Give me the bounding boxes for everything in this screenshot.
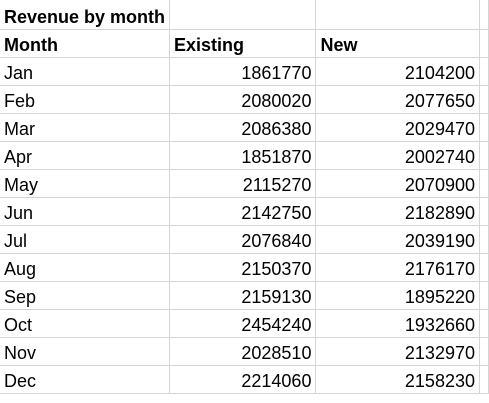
month-cell[interactable]: Mar	[0, 113, 171, 142]
existing-cell[interactable]: 2028510	[169, 337, 317, 366]
new-cell[interactable]: 2077650	[315, 85, 480, 114]
empty-cell[interactable]	[479, 113, 489, 142]
data-table: Revenue by month Month Existing New Jan …	[0, 0, 489, 394]
table-row: Feb 2080020 2077650	[0, 85, 489, 114]
header-existing[interactable]: Existing	[169, 29, 317, 58]
month-cell[interactable]: Jul	[0, 225, 171, 254]
month-cell[interactable]: May	[0, 169, 171, 198]
empty-cell[interactable]	[479, 85, 489, 114]
empty-cell[interactable]	[479, 309, 489, 338]
month-cell[interactable]: Sep	[0, 281, 171, 310]
existing-cell[interactable]: 2142750	[169, 197, 317, 226]
existing-cell[interactable]: 2086380	[169, 113, 317, 142]
new-cell[interactable]: 2132970	[315, 337, 480, 366]
empty-cell[interactable]	[479, 29, 489, 58]
table-row: May 2115270 2070900	[0, 169, 489, 198]
existing-cell[interactable]: 2454240	[169, 309, 317, 338]
empty-cell[interactable]	[479, 337, 489, 366]
month-cell[interactable]: Apr	[0, 141, 171, 170]
table-row: Mar 2086380 2029470	[0, 113, 489, 142]
new-cell[interactable]: 2070900	[315, 169, 480, 198]
title-cell[interactable]: Revenue by month	[0, 0, 171, 30]
empty-cell[interactable]	[479, 253, 489, 282]
table-row: Sep 2159130 1895220	[0, 281, 489, 310]
header-month[interactable]: Month	[0, 29, 171, 58]
existing-cell[interactable]: 2076840	[169, 225, 317, 254]
new-cell[interactable]: 2182890	[315, 197, 480, 226]
table-row: Aug 2150370 2176170	[0, 253, 489, 282]
existing-cell[interactable]: 2214060	[169, 365, 317, 394]
new-cell[interactable]: 2039190	[315, 225, 480, 254]
empty-cell[interactable]	[169, 0, 317, 30]
empty-cell[interactable]	[315, 0, 480, 30]
table-row: Dec 2214060 2158230	[0, 365, 489, 394]
title-row: Revenue by month	[0, 0, 489, 30]
table-row: Oct 2454240 1932660	[0, 309, 489, 338]
month-cell[interactable]: Dec	[0, 365, 171, 394]
month-cell[interactable]: Oct	[0, 309, 171, 338]
table-row: Jan 1861770 2104200	[0, 57, 489, 86]
new-cell[interactable]: 1932660	[315, 309, 480, 338]
existing-cell[interactable]: 2150370	[169, 253, 317, 282]
header-new[interactable]: New	[315, 29, 480, 58]
month-cell[interactable]: Nov	[0, 337, 171, 366]
empty-cell[interactable]	[479, 365, 489, 394]
existing-cell[interactable]: 2080020	[169, 85, 317, 114]
table-body: Revenue by month Month Existing New Jan …	[0, 0, 489, 394]
empty-cell[interactable]	[479, 141, 489, 170]
header-row: Month Existing New	[0, 29, 489, 58]
new-cell[interactable]: 2176170	[315, 253, 480, 282]
existing-cell[interactable]: 1861770	[169, 57, 317, 86]
empty-cell[interactable]	[479, 169, 489, 198]
empty-cell[interactable]	[479, 197, 489, 226]
table-row: Jun 2142750 2182890	[0, 197, 489, 226]
table-row: Jul 2076840 2039190	[0, 225, 489, 254]
month-cell[interactable]: Jan	[0, 57, 171, 86]
empty-cell[interactable]	[479, 0, 489, 30]
empty-cell[interactable]	[479, 57, 489, 86]
month-cell[interactable]: Feb	[0, 85, 171, 114]
new-cell[interactable]: 2158230	[315, 365, 480, 394]
existing-cell[interactable]: 1851870	[169, 141, 317, 170]
empty-cell[interactable]	[479, 225, 489, 254]
existing-cell[interactable]: 2159130	[169, 281, 317, 310]
month-cell[interactable]: Aug	[0, 253, 171, 282]
new-cell[interactable]: 2002740	[315, 141, 480, 170]
table-row: Nov 2028510 2132970	[0, 337, 489, 366]
new-cell[interactable]: 1895220	[315, 281, 480, 310]
existing-cell[interactable]: 2115270	[169, 169, 317, 198]
new-cell[interactable]: 2104200	[315, 57, 480, 86]
table-row: Apr 1851870 2002740	[0, 141, 489, 170]
empty-cell[interactable]	[479, 281, 489, 310]
month-cell[interactable]: Jun	[0, 197, 171, 226]
new-cell[interactable]: 2029470	[315, 113, 480, 142]
